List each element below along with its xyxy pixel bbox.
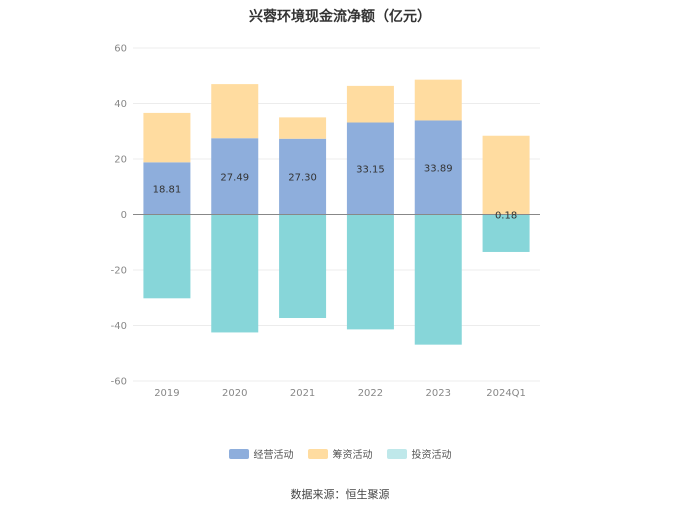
bar-investing[interactable] <box>143 214 191 299</box>
x-tick-label: 2023 <box>426 388 451 399</box>
x-tick-label: 2020 <box>222 388 247 399</box>
data-label-operating: 33.89 <box>424 163 453 174</box>
legend-item-operating[interactable]: 经营活动 <box>228 446 294 461</box>
data-label-operating: 0.18 <box>495 210 517 221</box>
y-tick-label: -20 <box>111 266 127 277</box>
legend-item-investing[interactable]: 投资活动 <box>386 446 452 461</box>
data-label-operating: 33.15 <box>356 165 385 176</box>
data-label-operating: 27.30 <box>288 173 317 184</box>
data-labels: 18.81 27.49 27.30 33.15 33.89 0.18 <box>153 163 518 221</box>
bar-investing[interactable] <box>414 214 462 345</box>
bar-financing[interactable] <box>414 79 462 121</box>
y-tick-label: 60 <box>114 44 127 55</box>
legend-label-operating: 经营活动 <box>253 450 294 461</box>
bar-operating[interactable] <box>414 120 462 215</box>
bar-investing[interactable] <box>346 214 394 330</box>
bar-financing[interactable] <box>346 85 394 123</box>
data-source: 数据来源：恒生聚源 <box>290 488 390 501</box>
bar-financing[interactable] <box>482 135 530 215</box>
bar-operating[interactable] <box>211 138 259 215</box>
y-tick-label: 20 <box>114 155 127 166</box>
bars <box>143 79 530 345</box>
y-tick-label: 40 <box>114 99 127 110</box>
y-tick-label: -60 <box>111 377 127 388</box>
legend-label-investing: 投资活动 <box>411 450 452 461</box>
legend-swatch-financing <box>307 448 328 459</box>
x-tick-label: 2024Q1 <box>486 388 526 399</box>
bar-operating[interactable] <box>143 162 191 215</box>
x-tick-label: 2021 <box>290 388 315 399</box>
x-tick-label: 2019 <box>154 388 179 399</box>
bar-operating[interactable] <box>279 138 327 215</box>
chart-title: 兴蓉环境现金流净额（亿元） <box>249 9 431 25</box>
y-tick-label: 0 <box>121 210 127 221</box>
bar-financing[interactable] <box>211 84 259 139</box>
bar-financing[interactable] <box>143 112 191 163</box>
legend-item-financing[interactable]: 筹资活动 <box>307 446 373 461</box>
y-tick-label: -40 <box>111 321 127 332</box>
legend: 经营活动 筹资活动 投资活动 <box>0 446 680 461</box>
bar-investing[interactable] <box>279 214 327 319</box>
bar-investing[interactable] <box>482 214 530 252</box>
bar-financing[interactable] <box>279 117 327 139</box>
bar-investing[interactable] <box>211 214 259 333</box>
x-tick-label: 2022 <box>358 388 383 399</box>
bar-operating[interactable] <box>346 122 394 215</box>
legend-swatch-investing <box>386 448 407 459</box>
axes: 60 40 20 0 -20 -40 -60 2019 2020 2021 2022 2023 2024… <box>111 44 540 399</box>
legend-swatch-operating <box>228 448 249 459</box>
data-label-operating: 18.81 <box>153 184 182 195</box>
data-label-operating: 27.49 <box>220 172 249 183</box>
legend-label-financing: 筹资活动 <box>332 450 373 461</box>
